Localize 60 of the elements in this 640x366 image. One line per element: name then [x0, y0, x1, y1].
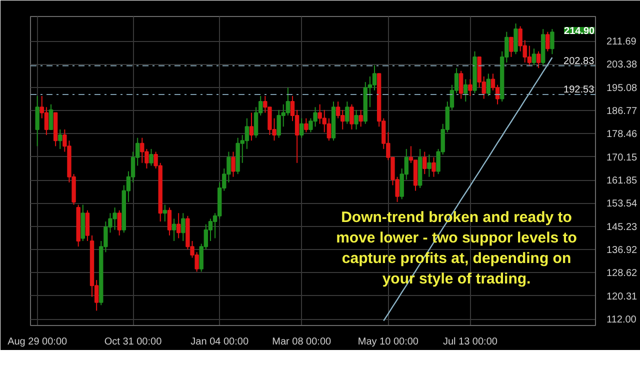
y-tick-label: 203.38 — [606, 60, 638, 71]
y-tick-label: 153.54 — [606, 198, 638, 210]
candlestick — [304, 118, 308, 133]
candlestick — [117, 210, 122, 236]
y-tick-label: 136.92 — [606, 245, 638, 256]
y-tick-label: 178.46 — [606, 129, 638, 140]
candlestick — [350, 104, 354, 130]
candlestick — [149, 148, 154, 166]
candlestick — [181, 212, 186, 242]
candlestick — [85, 210, 90, 242]
candlestick — [509, 36, 514, 58]
x-tick-label: Jan 04 00:00 — [190, 336, 249, 348]
x-tick-label: Mar 08 00:00 — [272, 336, 332, 348]
y-tick-label: 128.62 — [606, 268, 638, 280]
y-tick-label: 112.00 — [606, 314, 637, 326]
candlestick — [231, 151, 236, 178]
candlestick — [527, 45, 532, 66]
candlestick — [550, 28, 554, 55]
y-tick-label: 161.85 — [606, 176, 638, 187]
y-tick-label: 145.23 — [606, 222, 638, 233]
candlestick — [546, 31, 550, 52]
candlestick — [358, 109, 363, 128]
candlestick — [468, 78, 472, 96]
candlestick — [249, 112, 254, 142]
y-tick-label: 120.31 — [606, 291, 638, 302]
candlestick — [486, 73, 491, 96]
candlestick — [532, 48, 536, 66]
ref-line-label: 202.83 — [564, 56, 595, 67]
candlestick — [58, 128, 62, 150]
candlestick — [48, 104, 54, 130]
y-tick-label: 195.08 — [606, 82, 638, 94]
y-tick-label: 211.69 — [606, 36, 637, 48]
x-tick-label: May 10 00:00 — [358, 336, 419, 348]
x-tick-label: Oct 31 00:00 — [104, 336, 162, 348]
candlestick — [176, 212, 181, 239]
candlestick — [326, 118, 332, 142]
y-tick-label: 170.15 — [606, 152, 638, 164]
x-tick-label: Jul 13 00:00 — [442, 336, 498, 348]
candlestick — [345, 101, 350, 124]
candlestick — [286, 87, 290, 116]
candlestick — [514, 22, 518, 55]
candlestick — [432, 156, 436, 178]
candlestick — [427, 154, 432, 178]
candlestick — [458, 70, 464, 100]
candlestick — [536, 50, 541, 69]
x-tick-label: Aug 29 00:00 — [8, 336, 68, 348]
candlestick — [244, 118, 250, 150]
ref-line-label: 192.53 — [564, 84, 595, 96]
candlestick — [354, 109, 358, 130]
y-tick-label: 186.77 — [606, 106, 638, 118]
candlestick — [44, 106, 49, 136]
candlestick — [172, 218, 176, 242]
candlestick — [300, 118, 304, 138]
candlestick — [336, 101, 340, 119]
candlestick — [464, 78, 468, 102]
candlestick — [372, 64, 377, 91]
candlestick — [162, 204, 168, 222]
candlestick — [35, 95, 40, 147]
candlestick — [167, 207, 172, 236]
candlestick — [422, 151, 427, 175]
